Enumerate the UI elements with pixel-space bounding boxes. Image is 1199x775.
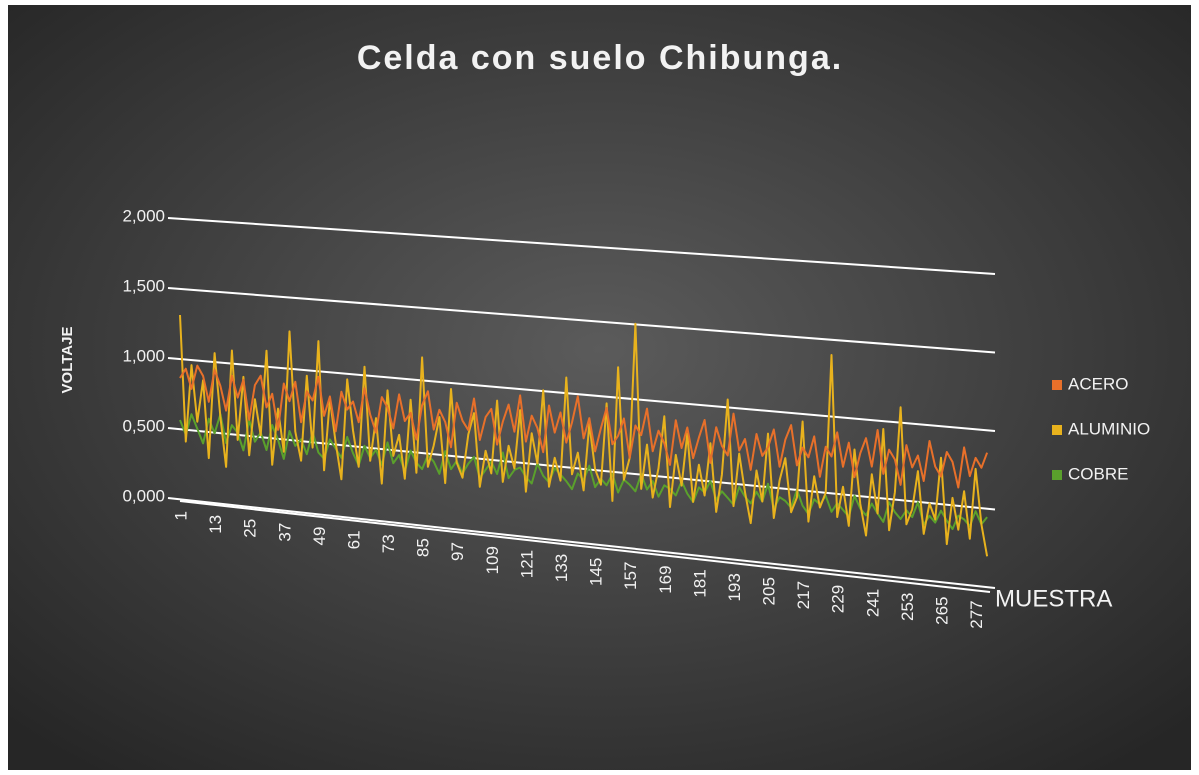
chart-background — [8, 5, 1191, 770]
x-axis-label: MUESTRA — [995, 585, 1112, 612]
y-tick-label: 0,500 — [122, 416, 165, 435]
x-tick-label: 37 — [275, 523, 294, 542]
y-tick-label: 1,000 — [122, 346, 165, 365]
x-tick-label: 1 — [171, 511, 190, 520]
grid-line — [167, 217, 996, 275]
x-tick-label: 97 — [448, 542, 467, 561]
grid-line — [167, 357, 996, 432]
x-tick-label: 85 — [414, 538, 433, 557]
legend-label: COBRE — [1068, 464, 1128, 483]
x-tick-label: 73 — [379, 534, 398, 553]
chart-title: Celda con suelo Chibunga. — [357, 39, 843, 77]
legend-swatch — [1052, 425, 1062, 435]
x-tick-label: 61 — [344, 530, 363, 549]
x-tick-label: 121 — [517, 550, 536, 578]
y-tick-label: 1,500 — [122, 276, 165, 295]
grid-line — [167, 497, 996, 589]
series-line — [179, 314, 989, 557]
x-tick-label: 181 — [690, 569, 709, 597]
series-line — [179, 364, 989, 489]
y-tick-label: 0,000 — [122, 486, 165, 505]
x-tick-label: 169 — [656, 565, 675, 593]
x-tick-label: 109 — [483, 546, 502, 574]
x-tick-label: 253 — [898, 593, 917, 621]
x-tick-label: 265 — [932, 596, 951, 624]
legend-swatch — [1052, 470, 1062, 480]
x-tick-label: 217 — [794, 581, 813, 609]
grid-line — [167, 427, 996, 511]
x-tick-label: 205 — [760, 577, 779, 605]
x-tick-label: 277 — [967, 600, 986, 628]
legend-swatch — [1052, 380, 1062, 390]
y-tick-label: 2,000 — [122, 206, 165, 225]
y-axis-label: VOLTAJE — [59, 327, 76, 394]
x-tick-label: 229 — [829, 585, 848, 613]
grid-line — [167, 287, 996, 354]
x-tick-label: 49 — [310, 527, 329, 546]
x-tick-label: 25 — [241, 519, 260, 538]
x-tick-label: 157 — [621, 562, 640, 590]
x-tick-label: 241 — [863, 589, 882, 617]
x-tick-label: 133 — [552, 554, 571, 582]
x-tick-label: 13 — [206, 515, 225, 534]
legend-label: ACERO — [1068, 374, 1128, 393]
x-tick-label: 193 — [725, 573, 744, 601]
x-tick-label: 145 — [587, 558, 606, 586]
legend-label: ALUMINIO — [1068, 419, 1150, 438]
floor-edge — [179, 500, 991, 593]
